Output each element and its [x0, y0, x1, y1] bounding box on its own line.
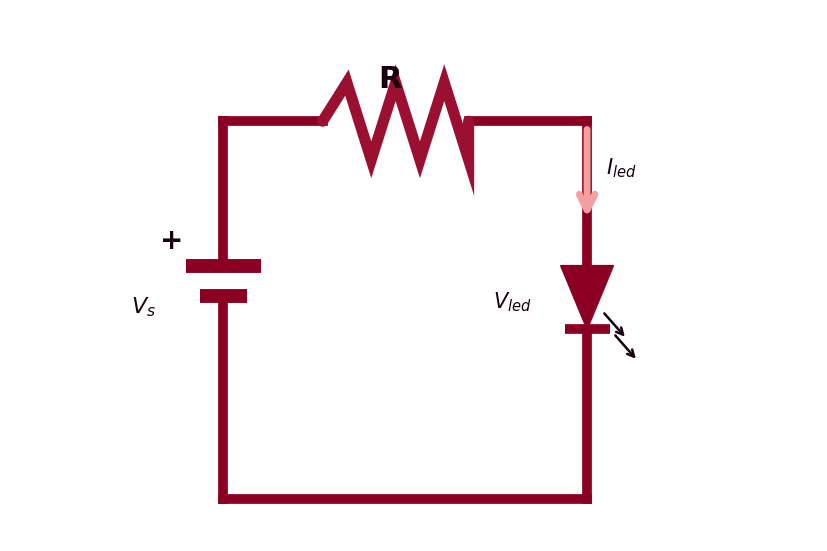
- Text: +: +: [160, 227, 184, 255]
- Text: $V_{led}$: $V_{led}$: [493, 290, 532, 314]
- Text: $I_{led}$: $I_{led}$: [606, 156, 637, 180]
- Polygon shape: [561, 266, 614, 329]
- Text: R: R: [378, 66, 402, 94]
- Text: $V_s$: $V_s$: [131, 296, 155, 319]
